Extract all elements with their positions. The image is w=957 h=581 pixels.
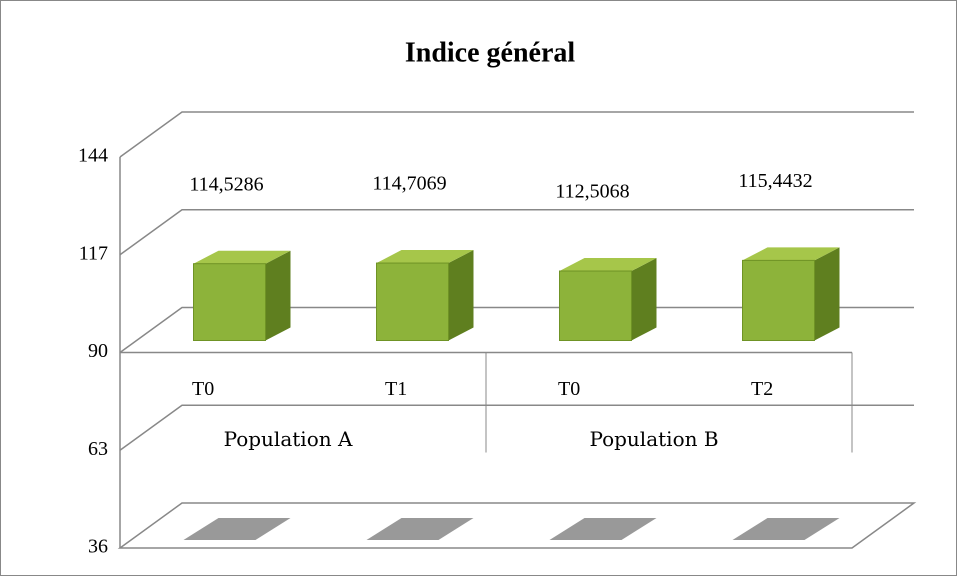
group-label: Population B: [589, 427, 718, 451]
value-label: 112,5068: [555, 181, 629, 203]
x-tick-label: T1: [385, 378, 407, 400]
bar-side: [448, 250, 474, 341]
value-label: 114,5286: [189, 173, 263, 195]
chart-title: Indice général: [405, 37, 576, 68]
y-tick-label: 63: [88, 438, 108, 460]
y-tick-label: 36: [88, 536, 108, 558]
grid-line: [119, 404, 914, 451]
bar: [193, 263, 266, 342]
bar: [559, 270, 632, 342]
grid-line: [119, 306, 914, 354]
bar-shadow: [549, 518, 657, 540]
y-tick-label: 117: [79, 242, 108, 264]
x-tick-label: T2: [751, 378, 773, 400]
group-label: Population A: [224, 427, 353, 451]
bar-top: [559, 258, 657, 272]
bar-side: [814, 247, 840, 341]
x-tick-label: T0: [192, 378, 214, 400]
bar-shadow: [732, 518, 840, 540]
bar-shadow: [366, 518, 474, 540]
bar-side: [631, 258, 657, 341]
bar-top: [742, 247, 840, 261]
value-label: 115,4432: [738, 170, 812, 192]
grid-line: [119, 209, 914, 256]
bar-side: [265, 250, 291, 341]
value-label: 114,7069: [372, 173, 446, 195]
floor: [117, 502, 917, 549]
bar: [742, 259, 815, 342]
y-tick-label: 90: [88, 340, 108, 362]
y-tick-label: 144: [78, 145, 108, 167]
grid-line: [119, 111, 914, 158]
bar-top: [193, 250, 291, 264]
bar: [376, 262, 449, 342]
x-tick-label: T0: [558, 378, 580, 400]
bar-top: [376, 250, 474, 264]
bar-shadow: [183, 518, 291, 540]
